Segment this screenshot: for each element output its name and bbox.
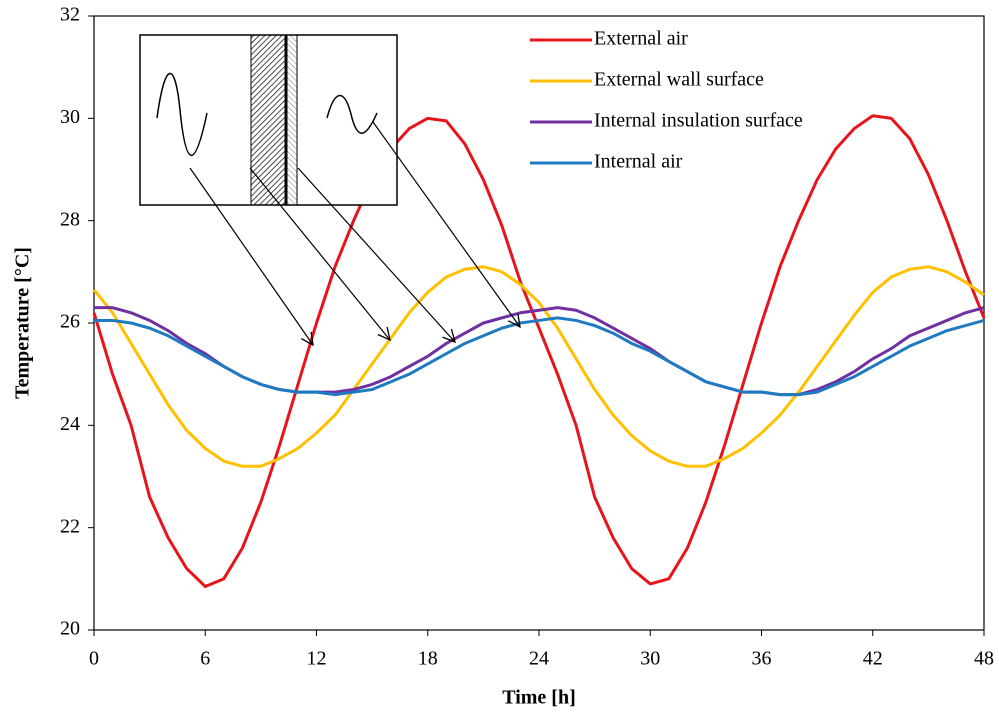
y-tick-label: 24 — [60, 413, 80, 435]
x-tick-label: 30 — [640, 648, 660, 670]
x-axis-label: Time [h] — [502, 687, 576, 709]
inset-diagram — [139, 34, 520, 345]
x-tick-label: 24 — [529, 648, 549, 670]
x-tick-label: 48 — [974, 648, 994, 670]
x-tick-label: 0 — [89, 648, 99, 670]
plot-area: 20 22 24 26 28 30 32 0 6 12 18 24 30 36 42 48 — [60, 4, 994, 670]
legend-label: External air — [594, 28, 688, 50]
x-tick-label: 42 — [863, 648, 883, 670]
legend-label: Internal air — [594, 151, 683, 173]
legend: External air External wall surface Interna… — [530, 28, 803, 173]
legend-label: External wall surface — [594, 69, 764, 91]
y-tick-label: 30 — [60, 106, 80, 128]
x-tick-label: 6 — [200, 648, 210, 670]
series-line — [92, 265, 985, 468]
x-tick-label: 18 — [418, 648, 438, 670]
y-tick-label: 28 — [60, 208, 80, 230]
x-tick-label: 12 — [307, 648, 327, 670]
y-axis-label: Temperature [°C] — [12, 247, 34, 399]
series-line — [94, 316, 985, 397]
y-tick-label: 32 — [60, 4, 80, 26]
legend-label: Internal insulation surface — [594, 110, 803, 132]
series-line — [92, 114, 986, 589]
x-tick-label: 36 — [752, 648, 772, 670]
y-tick-label: 20 — [60, 618, 80, 640]
y-tick-label: 26 — [60, 311, 80, 333]
y-tick-label: 22 — [60, 515, 80, 537]
